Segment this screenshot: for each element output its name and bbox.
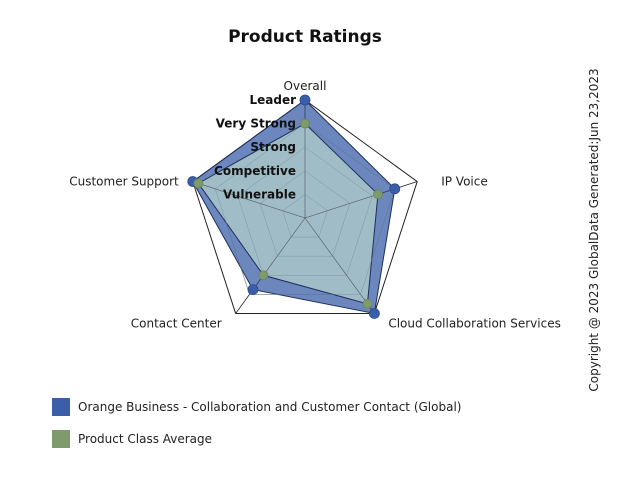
axis-label: Contact Center [131, 316, 222, 330]
axis-label: Cloud Collaboration Services [388, 316, 560, 330]
legend-item-series-2: Product Class Average [52, 429, 461, 449]
grid-ring-overlay [282, 194, 328, 238]
series-2-point [373, 189, 383, 200]
legend: Orange Business - Collaboration and Cust… [52, 397, 461, 461]
copyright-text: Copyright @ 2023 GlobalData Generated:Ju… [587, 68, 601, 391]
legend-swatch [52, 398, 70, 416]
axis-spoke-overlay [192, 181, 306, 219]
legend-item-series-1: Orange Business - Collaboration and Cust… [52, 397, 461, 417]
series-1-point [368, 308, 380, 319]
level-label: Competitive [214, 164, 296, 178]
axis-label: IP Voice [441, 175, 488, 189]
level-label: Strong [250, 140, 296, 154]
series-2-point [300, 118, 310, 129]
axis-label: Overall [284, 79, 327, 93]
series-1-point [299, 94, 311, 106]
axis-label: Customer Support [69, 175, 179, 189]
axis-labels: Overall IP Voice Cloud Collaboration Servi… [69, 79, 561, 330]
series-1-point [247, 284, 259, 295]
legend-swatch [52, 430, 70, 448]
grid-ring-overlay [237, 146, 373, 276]
grid-ring-overlay [259, 170, 351, 257]
level-label: Leader [249, 93, 296, 107]
legend-label: Orange Business - Collaboration and Cust… [78, 400, 462, 414]
chart-title: Product Ratings [228, 27, 382, 47]
series-2-point [193, 178, 204, 189]
series-layer [187, 94, 418, 319]
level-label: Very Strong [216, 117, 296, 131]
axis-spoke-overlay [304, 217, 375, 314]
axis-spoke-overlay [235, 217, 306, 314]
series-1-point [389, 183, 401, 195]
series-2-point [362, 299, 373, 309]
level-label: Vulnerable [223, 187, 296, 201]
series-2-point [258, 270, 269, 281]
grid-ring-overlay [214, 123, 396, 295]
level-labels: Vulnerable Competitive Strong Very Strong Le… [214, 93, 296, 201]
legend-label: Product Class Average [78, 432, 213, 446]
